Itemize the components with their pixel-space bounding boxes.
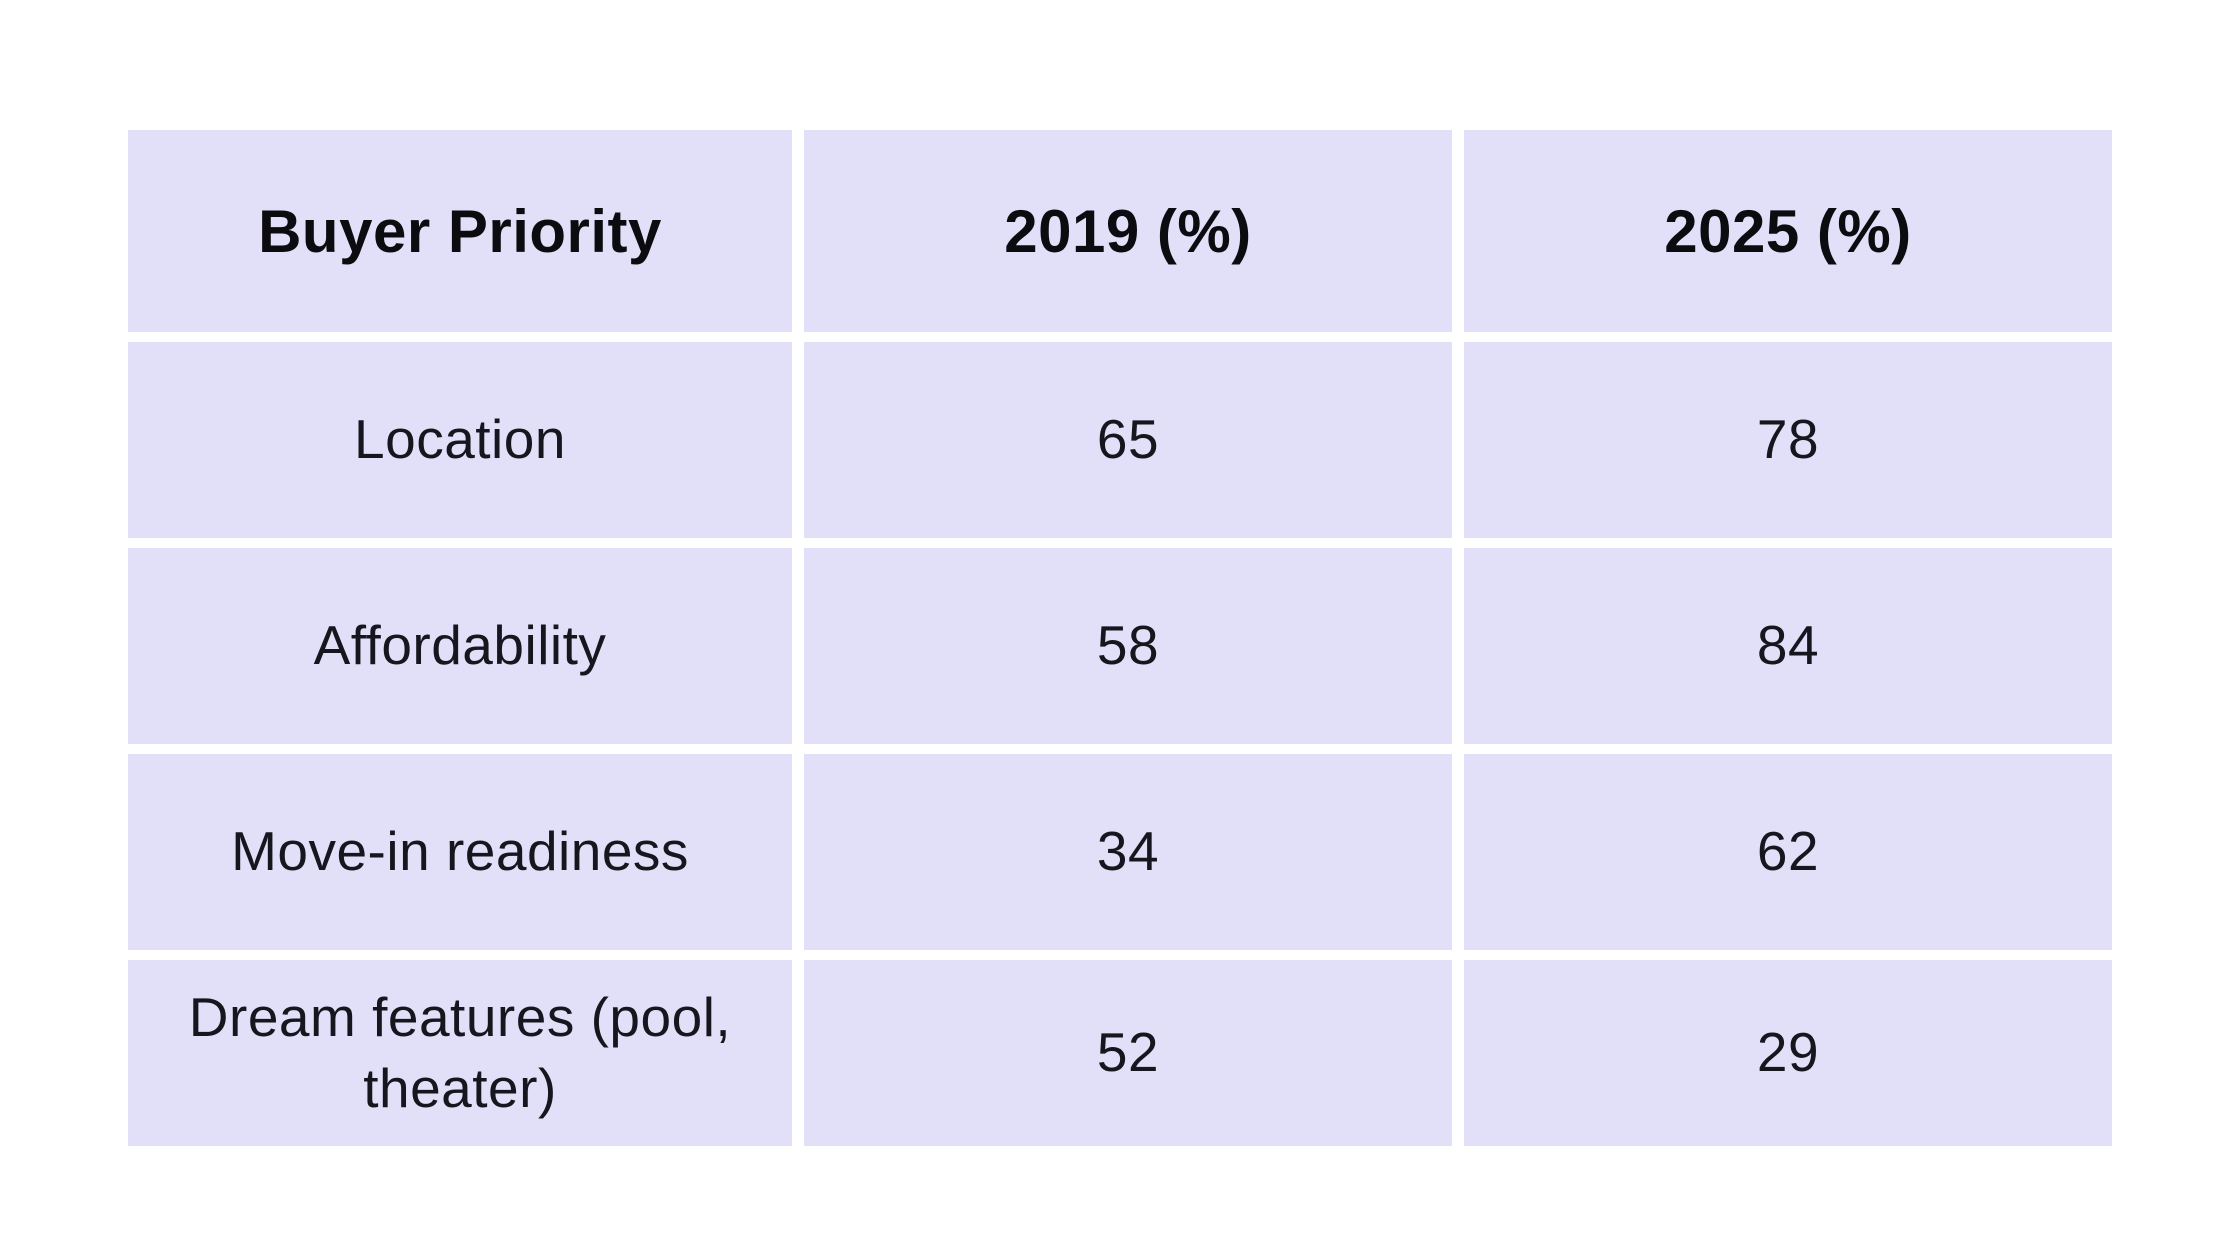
value-2019: 34 bbox=[804, 754, 1452, 950]
value-2025: 62 bbox=[1464, 754, 2112, 950]
table-row-affordability: Affordability 58 84 bbox=[128, 548, 2112, 744]
header-cell-2025: 2025 (%) bbox=[1464, 130, 2112, 332]
row-label: Dream features (pool, theater) bbox=[128, 960, 792, 1146]
header-cell-2019: 2019 (%) bbox=[804, 130, 1452, 332]
value-2025: 29 bbox=[1464, 960, 2112, 1146]
header-cell-buyer-priority: Buyer Priority bbox=[128, 130, 792, 332]
value-2019: 58 bbox=[804, 548, 1452, 744]
table-row-dream-features: Dream features (pool, theater) 52 29 bbox=[128, 960, 2112, 1146]
table-header-row: Buyer Priority 2019 (%) 2025 (%) bbox=[128, 130, 2112, 332]
value-2019: 65 bbox=[804, 342, 1452, 538]
value-2019: 52 bbox=[804, 960, 1452, 1146]
buyer-priority-table-container: Buyer Priority 2019 (%) 2025 (%) Locatio… bbox=[116, 120, 2124, 1156]
row-label: Affordability bbox=[128, 548, 792, 744]
value-2025: 84 bbox=[1464, 548, 2112, 744]
row-label: Move-in readiness bbox=[128, 754, 792, 950]
table-row-location: Location 65 78 bbox=[128, 342, 2112, 538]
row-label: Location bbox=[128, 342, 792, 538]
value-2025: 78 bbox=[1464, 342, 2112, 538]
table-row-move-in-readiness: Move-in readiness 34 62 bbox=[128, 754, 2112, 950]
buyer-priority-table: Buyer Priority 2019 (%) 2025 (%) Locatio… bbox=[116, 120, 2124, 1156]
